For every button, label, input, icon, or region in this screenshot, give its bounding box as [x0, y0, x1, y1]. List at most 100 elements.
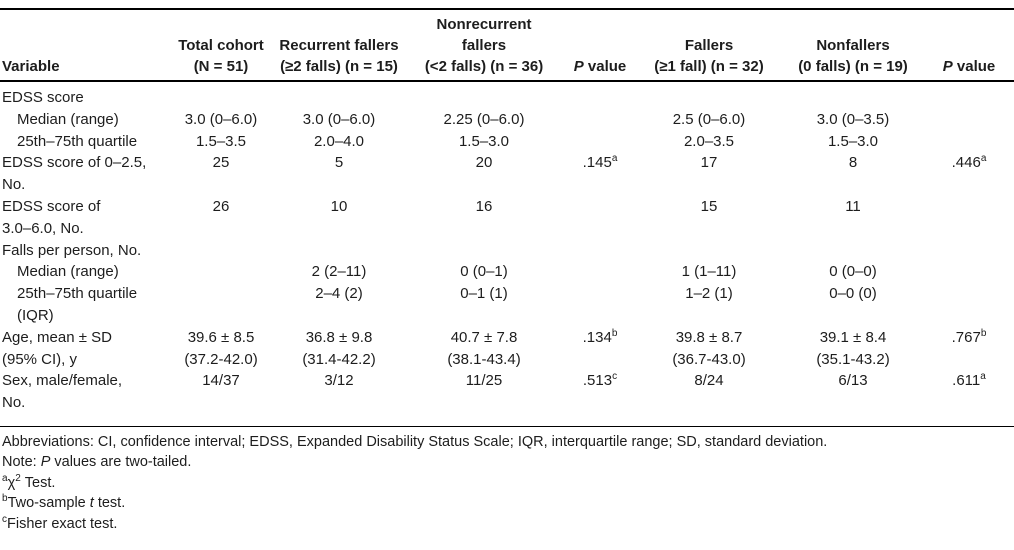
row-label-falls-quartile-iqr: 25th–75th quartile (IQR)	[0, 283, 168, 327]
cell-age-mean-sd-p-value-fallers: .767b	[924, 327, 1014, 371]
row-label-line: EDSS score	[2, 89, 84, 106]
cell-sex-male-female-recurrent-fallers: 3/12	[274, 370, 404, 421]
cell-edss-median-range-nonrecurrent-fallers: 2.25 (0–6.0)	[404, 109, 564, 131]
cell-age-mean-sd-total-cohort: 39.6 ± 8.5 (37.2-42.0)	[168, 327, 274, 371]
clinical-table: Variable Total cohort (N = 51) Recurrent fa…	[0, 8, 1014, 421]
row-label-edss-median-range: Median (range)	[0, 109, 168, 131]
footnote-0: Abbreviations: CI, confidence interval; …	[2, 433, 828, 450]
cell-edss-quartile-recurrent-fallers: 2.0–4.0	[274, 131, 404, 153]
table-row-edss-3-0-6-0: EDSS score of 3.0–6.0, No. 26 10 16 15 11	[0, 196, 1014, 240]
cell-line: (35.1-43.2)	[816, 350, 890, 368]
cell-line: 39.1 ± 8.4	[819, 328, 887, 346]
cell-falls-median-range-nonrecurrent-fallers: 0 (0–1)	[404, 261, 564, 283]
cell-falls-median-range-recurrent-fallers: 2 (2–11)	[274, 261, 404, 283]
col-header-line: P value	[573, 58, 627, 75]
cell-age-mean-sd-nonrecurrent-fallers: 40.7 ± 7.8 (38.1-43.4)	[404, 327, 564, 371]
table-row-falls-quartile-iqr: 25th–75th quartile (IQR) 2–4 (2) 0–1 (1) 1–2…	[0, 283, 1014, 327]
cell-falls-per-person-group-recurrent-fallers	[274, 240, 404, 262]
cell-edss-0-2-5-total-cohort: 25	[168, 152, 274, 196]
cell-falls-median-range-fallers: 1 (1–11)	[636, 261, 782, 283]
cell-line: 40.7 ± 7.8	[450, 328, 518, 346]
col-header-variable: Variable	[0, 9, 168, 81]
cell-sex-male-female-nonrecurrent-fallers: 11/25	[404, 370, 564, 421]
cell-falls-quartile-iqr-nonfallers: 0–0 (0)	[782, 283, 924, 327]
cell-edss-score-group-total-cohort	[168, 81, 274, 109]
row-label-line: Falls per person, No.	[2, 241, 142, 259]
cell-edss-score-group-recurrent-fallers	[274, 81, 404, 109]
cell-edss-median-range-p-value-recurrent	[564, 109, 636, 131]
cell-sex-male-female-p-value-recurrent: .513c	[564, 370, 636, 421]
table-row-sex-male-female: Sex, male/female, No. 14/37 3/12 11/25 .513c 8…	[0, 370, 1014, 421]
col-header-line: Recurrent fallers	[279, 37, 399, 54]
cell-edss-3-0-6-0-nonfallers: 11	[782, 196, 924, 240]
col-header-line: Variable	[2, 58, 60, 75]
cell-edss-median-range-total-cohort: 3.0 (0–6.0)	[168, 109, 274, 131]
cell-line: 39.8 ± 8.7	[675, 328, 743, 346]
cell-falls-quartile-iqr-p-value-recurrent	[564, 283, 636, 327]
cell-line: 25	[212, 154, 230, 172]
col-header-line: P value	[942, 58, 996, 75]
cell-edss-0-2-5-recurrent-fallers: 5	[274, 152, 404, 196]
footnote-1: Note: P values are two-tailed.	[2, 454, 192, 471]
cell-line: .767b	[951, 327, 987, 346]
cell-line: 0–0 (0)	[829, 285, 877, 303]
cell-edss-0-2-5-fallers: 17	[636, 152, 782, 196]
cell-line: 6/13	[838, 372, 868, 390]
cell-line: 3/12	[324, 372, 354, 390]
row-label-line: (95% CI), y	[2, 350, 78, 368]
cell-line: 2.0–4.0	[313, 132, 365, 150]
cell-edss-quartile-p-value-fallers	[924, 131, 1014, 153]
cell-edss-quartile-nonrecurrent-fallers: 1.5–3.0	[404, 131, 564, 153]
row-label-line: No.	[2, 394, 26, 412]
cell-falls-quartile-iqr-total-cohort	[168, 283, 274, 327]
col-header-nonfallers: Nonfallers (0 falls) (n = 19)	[782, 9, 924, 81]
row-label-sex-male-female: Sex, male/female, No.	[0, 370, 168, 421]
cell-edss-median-range-p-value-fallers	[924, 109, 1014, 131]
col-header-line: (<2 falls) (n = 36)	[424, 58, 544, 75]
row-label-edss-quartile: 25th–75th quartile	[0, 131, 168, 153]
cell-falls-median-range-p-value-fallers	[924, 261, 1014, 283]
row-label-line: Median (range)	[17, 263, 119, 281]
cell-edss-score-group-nonrecurrent-fallers	[404, 81, 564, 109]
cell-line: 8/24	[694, 372, 724, 390]
col-header-total-cohort: Total cohort (N = 51)	[168, 9, 274, 81]
cell-edss-score-group-p-value-recurrent	[564, 81, 636, 109]
cell-edss-median-range-recurrent-fallers: 3.0 (0–6.0)	[274, 109, 404, 131]
cell-falls-median-range-p-value-recurrent	[564, 261, 636, 283]
cell-line: 2.25 (0–6.0)	[443, 110, 525, 128]
row-label-line: 3.0–6.0, No.	[2, 219, 84, 237]
cell-edss-quartile-fallers: 2.0–3.5	[636, 131, 782, 153]
cell-line: 17	[700, 154, 718, 172]
table-row-falls-median-range: Median (range) 2 (2–11) 0 (0–1) 1 (1–11) 0 (…	[0, 261, 1014, 283]
cell-edss-score-group-fallers	[636, 81, 782, 109]
cell-edss-quartile-p-value-recurrent	[564, 131, 636, 153]
cell-sex-male-female-nonfallers: 6/13	[782, 370, 924, 421]
cell-line: 1.5–3.5	[195, 132, 247, 150]
col-header-nonrecurrent-fallers: Nonrecurrent fallers (<2 falls) (n = 36)	[404, 9, 564, 81]
col-header-fallers: Fallers (≥1 fall) (n = 32)	[636, 9, 782, 81]
cell-edss-0-2-5-nonrecurrent-fallers: 20	[404, 152, 564, 196]
footnote-4: cFisher exact test.	[2, 513, 118, 532]
col-header-line: fallers	[461, 37, 507, 54]
table-row-age-mean-sd: Age, mean ± SD (95% CI), y 39.6 ± 8.5 (37.2…	[0, 327, 1014, 371]
cell-edss-quartile-total-cohort: 1.5–3.5	[168, 131, 274, 153]
cell-edss-3-0-6-0-nonrecurrent-fallers: 16	[404, 196, 564, 240]
cell-line: .446a	[951, 153, 987, 172]
cell-falls-quartile-iqr-nonrecurrent-fallers: 0–1 (1)	[404, 283, 564, 327]
table-body: EDSS score Median (range) 3.0 (0–6.0) 3.0 (…	[0, 81, 1014, 421]
cell-line: .513c	[582, 371, 618, 390]
row-label-falls-median-range: Median (range)	[0, 261, 168, 283]
cell-line: 3.0 (0–3.5)	[816, 110, 890, 128]
row-label-line: Sex, male/female,	[2, 372, 123, 390]
cell-falls-per-person-group-p-value-recurrent	[564, 240, 636, 262]
cell-sex-male-female-p-value-fallers: .611a	[924, 370, 1014, 421]
cell-line: (37.2-42.0)	[184, 350, 258, 368]
cell-line: 39.6 ± 8.5	[187, 328, 255, 346]
col-header-line: (0 falls) (n = 19)	[798, 58, 908, 75]
col-header-line: Total cohort	[178, 37, 264, 54]
cell-line: .145a	[582, 153, 618, 172]
cell-line: (38.1-43.4)	[447, 350, 521, 368]
col-header-p-value-recurrent: P value	[564, 9, 636, 81]
cell-edss-0-2-5-p-value-fallers: .446a	[924, 152, 1014, 196]
cell-line: 10	[330, 197, 348, 215]
